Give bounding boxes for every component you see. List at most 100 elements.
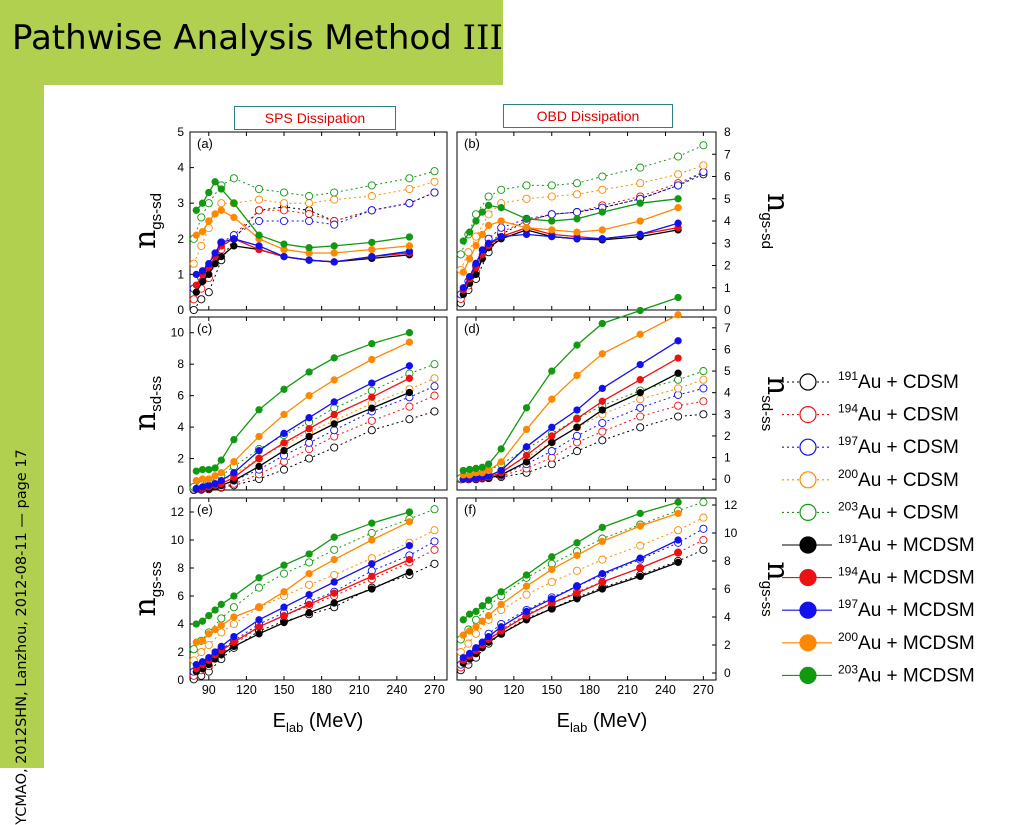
data-point <box>368 379 376 387</box>
data-point <box>280 385 288 393</box>
data-point <box>198 267 207 275</box>
y-tick-label: 7 <box>724 321 731 335</box>
y-tick-label: 6 <box>724 342 731 356</box>
panel-d: 0 1 2 3 4 5 6 7 (d) nsd-ss <box>456 293 795 491</box>
panel-e: 90 120 150 180 210 240 270 0 2 4 6 8 10 12 (e) ngs-ss <box>128 497 448 697</box>
x-axis-label-main: E <box>557 710 570 732</box>
data-point <box>192 476 200 485</box>
legend-label: 194Au + MCDSM <box>838 565 975 589</box>
y-tick-label: 8 <box>177 561 184 575</box>
y-axis-label: ngs-sd <box>758 193 795 249</box>
data-point <box>280 588 288 596</box>
y-axis-label-sub: gs-sd <box>148 193 165 230</box>
y-tick-label: 2 <box>724 259 731 273</box>
data-point <box>367 192 376 201</box>
data-point <box>598 555 607 564</box>
series-197-mcdsm <box>192 362 414 493</box>
y-tick-label: 4 <box>724 610 731 624</box>
data-point <box>522 425 531 434</box>
series-197-mcdsm <box>459 219 682 292</box>
data-point <box>471 629 481 638</box>
data-point <box>674 152 683 161</box>
data-point <box>598 406 606 414</box>
data-point <box>279 465 289 474</box>
data-point <box>198 637 207 645</box>
y-tick-label: 12 <box>724 498 738 512</box>
data-point <box>636 509 644 518</box>
data-point <box>211 249 219 257</box>
data-point <box>699 141 708 150</box>
data-point <box>255 623 263 631</box>
data-point <box>305 425 313 433</box>
data-point <box>472 241 480 250</box>
data-point <box>674 536 682 544</box>
data-point <box>305 550 313 558</box>
data-point <box>636 572 644 581</box>
data-point <box>699 397 708 406</box>
data-point <box>305 558 314 567</box>
data-point <box>522 194 531 203</box>
series-line <box>460 501 704 640</box>
data-point <box>367 386 376 395</box>
data-point <box>497 223 506 232</box>
data-point <box>674 558 682 567</box>
data-point <box>204 640 213 650</box>
series-200-mcdsm <box>192 206 414 257</box>
data-point <box>217 476 225 485</box>
data-point <box>279 569 289 578</box>
data-point <box>330 533 338 541</box>
data-point <box>573 406 581 414</box>
data-point <box>405 518 414 526</box>
data-point <box>368 238 376 247</box>
data-point <box>478 638 486 646</box>
data-point <box>572 431 582 440</box>
title-main: Pathwise Analysis Method <box>12 18 463 58</box>
data-point <box>198 475 207 483</box>
y-tick-label: 0 <box>724 472 731 486</box>
data-point <box>430 391 439 400</box>
data-point <box>330 426 339 435</box>
data-point <box>305 216 314 226</box>
y-tick-label: 0 <box>177 303 184 317</box>
data-point <box>405 184 414 194</box>
data-point <box>205 653 213 662</box>
data-point <box>636 389 644 397</box>
figure: 012345(a)ngs-sd012345678(b)ngs-sd0246810… <box>128 125 975 735</box>
data-point <box>497 185 506 194</box>
plot-frame <box>189 131 448 311</box>
data-point <box>497 458 505 466</box>
legend-mass: 203 <box>838 662 858 676</box>
data-point <box>598 578 606 586</box>
y-axis-label: ngs-ss <box>128 561 165 616</box>
data-point <box>368 355 376 364</box>
legend-marker <box>799 568 817 587</box>
data-point <box>465 649 474 658</box>
data-point <box>305 256 313 264</box>
data-point <box>674 311 682 319</box>
data-point <box>572 208 582 217</box>
series-203-mcdsm <box>192 329 414 475</box>
y-tick-label: 6 <box>177 589 184 603</box>
data-point <box>330 398 338 406</box>
data-point <box>197 295 206 304</box>
data-point <box>367 528 376 538</box>
data-point <box>330 376 338 384</box>
y-tick-label: 2 <box>724 638 731 652</box>
data-point <box>230 592 238 600</box>
data-point <box>255 630 263 638</box>
data-point <box>548 232 556 241</box>
y-axis-label-sub: gs-ss <box>758 581 775 617</box>
data-point <box>217 185 225 193</box>
panel-a: 0 1 2 3 4 5 (a) ngs-sd <box>128 125 448 317</box>
legend-entry-197-cdsm: 197Au + CDSM <box>782 434 959 458</box>
legend-marker <box>799 634 817 652</box>
data-point <box>598 172 607 181</box>
data-point <box>430 545 439 554</box>
data-point <box>330 410 338 419</box>
data-point <box>674 412 683 421</box>
legend-mass: 203 <box>838 499 858 513</box>
x-axis-label-sub: lab <box>570 720 587 735</box>
data-point <box>484 201 493 210</box>
data-point <box>192 660 200 669</box>
panel-label: (c) <box>197 321 212 336</box>
